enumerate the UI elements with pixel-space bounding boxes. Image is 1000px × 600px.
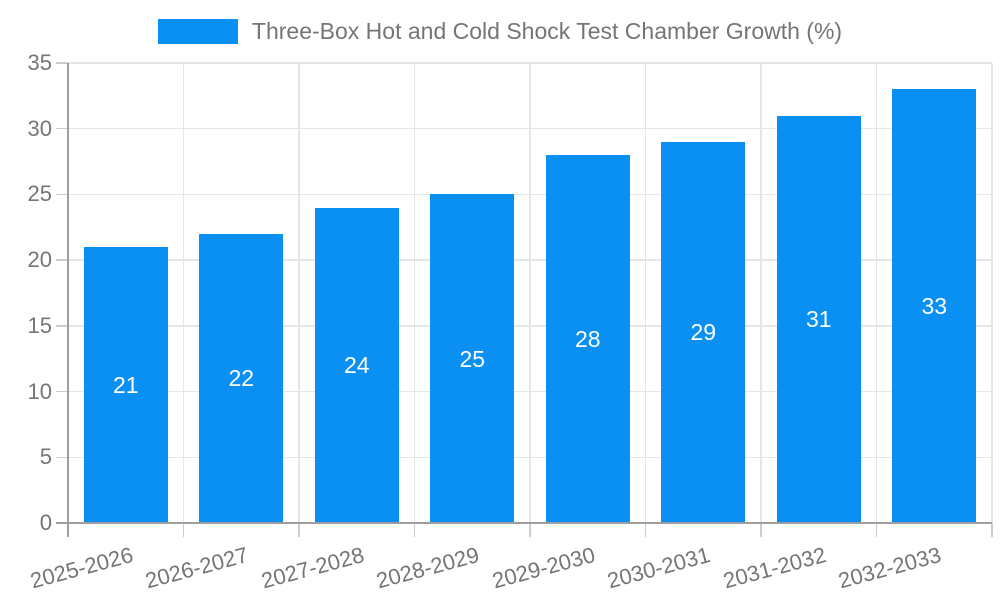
x-axis-tick: [182, 523, 185, 537]
bar-value-label: 21: [112, 372, 139, 398]
chart-legend[interactable]: Three-Box Hot and Cold Shock Test Chambe…: [0, 8, 1000, 54]
legend-swatch: [157, 18, 238, 44]
y-axis-tick: [56, 127, 68, 130]
x-axis-tick: [991, 523, 993, 537]
x-axis-category-label: 2032-2033: [835, 542, 944, 594]
y-axis-tick-label: 15: [27, 312, 52, 338]
bar-value-label: 29: [690, 319, 717, 346]
gridline-vertical: [760, 63, 762, 523]
gridline-vertical: [991, 63, 993, 523]
y-axis-tick: [56, 456, 68, 459]
bar-value-label: 24: [343, 352, 370, 379]
bar[interactable]: 22: [199, 233, 284, 523]
gridline-vertical: [875, 63, 878, 523]
x-axis-tick: [760, 523, 762, 537]
y-axis-tick: [56, 62, 68, 64]
bar-value-label: 25: [459, 345, 486, 372]
y-axis-tick-label: 0: [39, 510, 52, 535]
bar[interactable]: 31: [776, 115, 861, 523]
x-axis-category-label: 2030-2031: [604, 542, 713, 594]
y-axis-line: [67, 63, 69, 537]
bar[interactable]: 28: [545, 155, 630, 523]
legend-label: Three-Box Hot and Cold Shock Test Chambe…: [251, 17, 843, 44]
x-axis-tick: [644, 523, 647, 537]
y-axis-tick-label: 10: [27, 378, 52, 404]
x-axis-category-label: 2028-2029: [373, 542, 482, 594]
y-axis-tick-label: 5: [39, 444, 52, 470]
gridline-vertical: [413, 63, 416, 523]
x-axis-category-label: 2031-2032: [720, 542, 829, 594]
x-axis-category-label: 2026-2027: [142, 542, 251, 594]
bar[interactable]: 29: [661, 141, 746, 523]
bar-value-label: 31: [805, 306, 832, 333]
x-axis-tick: [413, 523, 416, 537]
y-axis-tick: [56, 193, 68, 196]
bar-value-label: 28: [574, 326, 601, 352]
gridline-vertical: [529, 63, 531, 523]
x-axis-category-label: 2029-2030: [489, 542, 598, 594]
x-axis-category-label: 2025-2026: [27, 542, 136, 594]
y-axis-tick-label: 20: [27, 247, 52, 273]
gridline-vertical: [644, 63, 647, 523]
bar[interactable]: 24: [314, 207, 399, 523]
y-axis-tick: [56, 325, 68, 327]
y-axis-tick-label: 25: [27, 181, 52, 207]
y-axis-tick: [56, 390, 68, 393]
x-axis-tick: [875, 523, 878, 537]
bar[interactable]: 33: [892, 89, 977, 523]
bar-value-label: 22: [228, 365, 255, 392]
bar[interactable]: 21: [83, 247, 168, 523]
x-axis-tick: [298, 523, 300, 537]
bar-value-label: 33: [921, 293, 948, 320]
x-axis-category-label: 2027-2028: [258, 542, 367, 594]
y-axis-tick-label: 35: [27, 50, 52, 75]
bar[interactable]: 25: [430, 194, 515, 523]
gridline-vertical: [298, 63, 300, 523]
y-axis-tick-label: 30: [27, 115, 52, 141]
y-axis-tick: [56, 259, 68, 261]
gridline-vertical: [182, 63, 185, 523]
x-axis-line: [56, 522, 992, 524]
x-axis-tick: [529, 523, 531, 537]
